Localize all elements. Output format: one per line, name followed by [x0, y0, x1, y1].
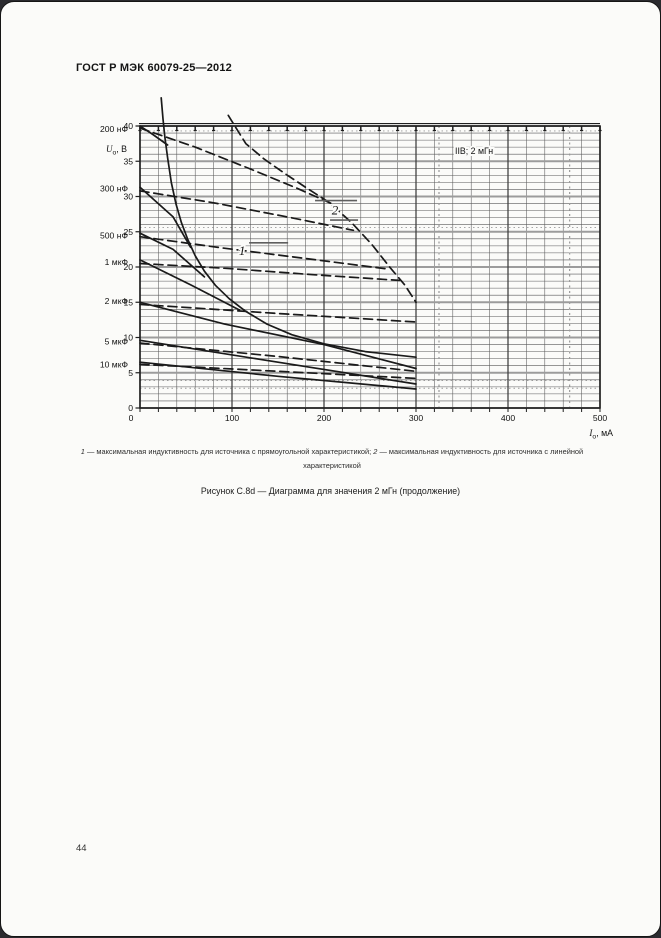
- capacitance-label: 5 мкФ: [105, 337, 129, 347]
- curve-7-dashed: [139, 235, 390, 270]
- y-tick-label: 35: [123, 156, 133, 166]
- page-number: 44: [76, 843, 87, 854]
- x-tick-label: 200: [317, 413, 332, 423]
- curve-10-solid: [139, 301, 417, 370]
- curve-13-dashed: [139, 342, 417, 373]
- curve-15-dashed: [139, 363, 417, 380]
- capacitance-label: 300 нФ: [100, 184, 128, 194]
- figure-caption: Рисунок С.8d — Диаграмма для значения 2 …: [200, 486, 461, 496]
- y-tick-label: 5: [128, 368, 133, 378]
- capacitance-labels: 200 нФ 300 нФ 500 нФ 1 мкФ 2 мкФ 5 мкФ 10 мкФ: [100, 124, 129, 369]
- capacitance-label: 2 мкФ: [105, 296, 129, 306]
- x-tick-label: 300: [409, 413, 424, 423]
- curve-4-solid: [139, 186, 192, 249]
- curve-1-dashed: [227, 114, 417, 304]
- legend-note-num-1: 1: [80, 447, 85, 456]
- curve-0-solid: [160, 96, 417, 359]
- y-tick-label: 30: [123, 192, 133, 202]
- curve-8-solid: [139, 259, 241, 311]
- annotation-group-inductance: IIB; 2 мГн: [455, 146, 493, 156]
- scan-artifact-lines: [140, 126, 600, 408]
- y-tick-label: 40: [123, 121, 133, 131]
- y-axis-title: Uо, В: [106, 144, 127, 157]
- capacitance-label: 500 нФ: [100, 230, 128, 240]
- legend-note: 1 — максимальная индуктивность для источ…: [65, 445, 599, 473]
- curve-3-dashed: [139, 127, 335, 206]
- y-tick-label: 20: [123, 262, 133, 272]
- x-tick-label: 500: [593, 413, 608, 423]
- chart-ticks: [135, 125, 602, 412]
- y-tick-label: 15: [123, 297, 133, 307]
- y-tick-label: 25: [123, 227, 133, 237]
- curve-5-dashed: [139, 190, 355, 232]
- curve-label-2: 2: [332, 203, 339, 218]
- capacitance-label: 200 нФ: [100, 124, 128, 134]
- x-tick-labels: 0 100 200 300 400 500: [129, 413, 608, 423]
- curve-number-labels: 12: [237, 199, 359, 260]
- capacitance-label: 1 мкФ: [105, 257, 129, 267]
- y-tick-label: 0: [128, 403, 133, 413]
- curve-6-solid: [139, 232, 206, 278]
- x-tick-label: 0: [129, 413, 134, 423]
- chart-annotation: IIB; 2 мГн: [453, 144, 495, 158]
- curve-11-dashed: [139, 303, 417, 323]
- axis-titles: Uо, В Iо, мА: [106, 144, 613, 441]
- x-tick-label: 400: [501, 413, 516, 423]
- chart-frame: [139, 123, 601, 409]
- y-tick-labels: 40 35 30 25 20 15 10 5 0: [123, 121, 133, 413]
- curve-9-dashed: [139, 262, 401, 282]
- x-tick-label: 100: [225, 413, 240, 423]
- capacitance-label: 10 мкФ: [100, 359, 129, 369]
- chart-grid-minor: [140, 126, 600, 408]
- x-axis-title: Iо, мА: [588, 428, 613, 441]
- legend-note-text-2: — максимальная индуктивность для источни…: [303, 447, 584, 470]
- legend-note-text-1: — максимальная индуктивность для источни…: [84, 447, 374, 456]
- document-header: ГОСТ Р МЭК 60079-25—2012: [76, 62, 233, 74]
- y-tick-label: 10: [123, 333, 133, 343]
- chart-curves: [139, 96, 417, 390]
- curve-label-1: 1: [239, 243, 246, 258]
- legend-note-num-2: 2: [373, 447, 378, 456]
